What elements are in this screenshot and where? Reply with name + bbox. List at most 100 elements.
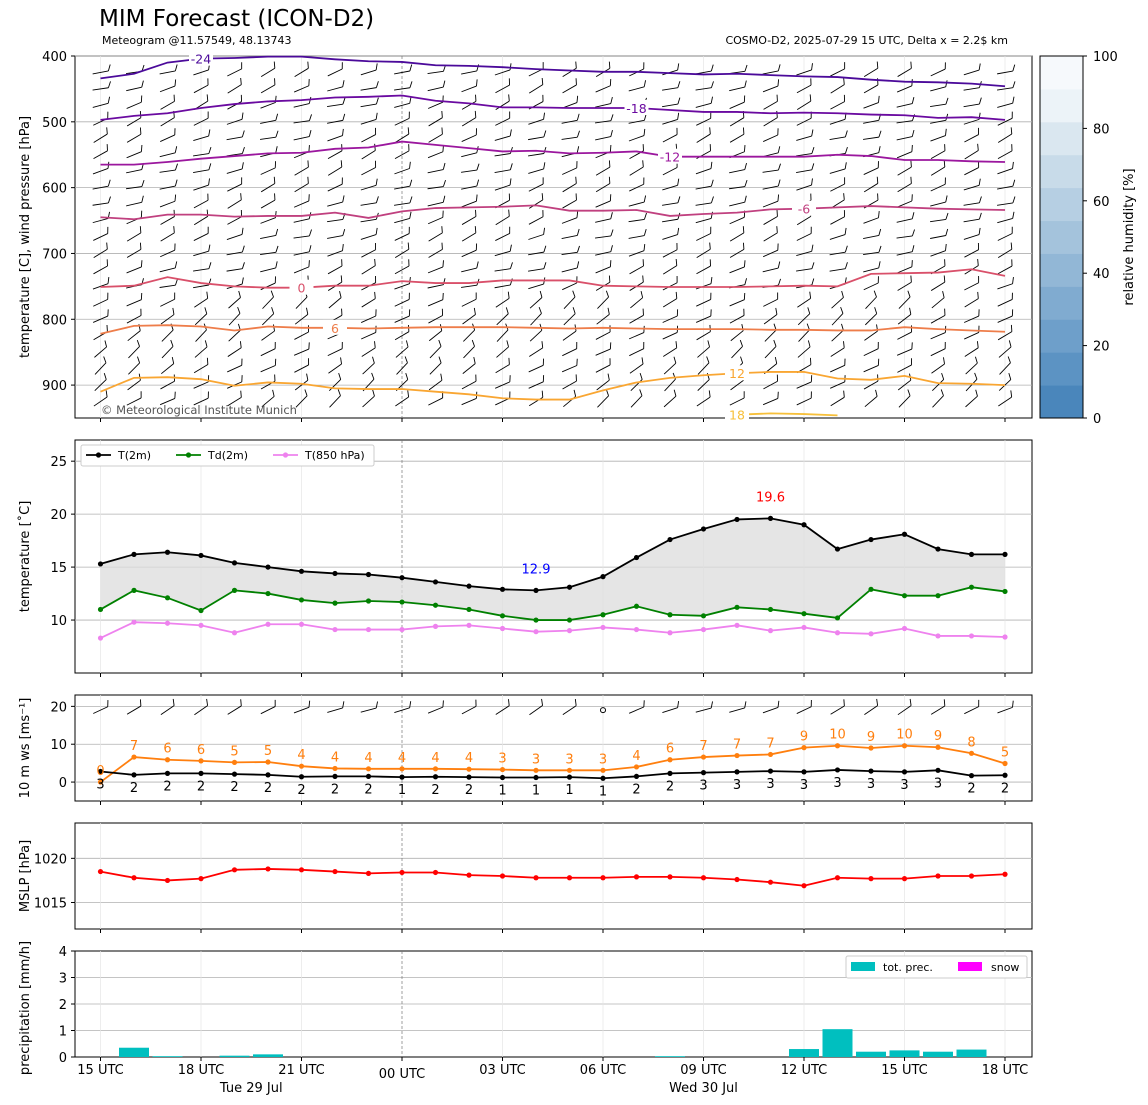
wind-barb: [830, 94, 846, 110]
wind-barb: [194, 340, 208, 358]
wind-barb: [797, 307, 811, 326]
t850-line-point: [935, 633, 941, 639]
wind-barb-feather: [1012, 277, 1014, 284]
wind-barb-shaft: [662, 202, 678, 206]
wind-barb-shaft: [763, 117, 778, 127]
wind-barb: [865, 290, 877, 309]
wind-barb-shaft: [896, 235, 913, 239]
wind-barb-feather: [576, 341, 578, 349]
wind-barb-shaft: [964, 315, 979, 323]
wind-barb: [260, 245, 279, 256]
wind-barb-shaft: [193, 199, 209, 209]
wind-barb: [428, 226, 443, 242]
wind-barb-shaft: [495, 100, 510, 110]
wind-gust-line-point: [499, 766, 506, 773]
wind-barb-feather: [844, 130, 848, 138]
wind-barb-feather: [744, 162, 747, 170]
wind-barb-feather: [409, 96, 412, 104]
wind-barb-feather: [275, 245, 279, 253]
td2m-line-point: [868, 586, 874, 592]
t850-line-point: [767, 628, 774, 634]
wind-barb-shaft: [361, 315, 376, 323]
wind-barb: [997, 211, 1015, 224]
mslp-line-point: [834, 875, 841, 881]
wind-barb-shaft: [494, 381, 511, 389]
wind-barb-shaft: [930, 135, 946, 142]
wind-barb: [863, 211, 880, 224]
wind-barb-shaft: [461, 705, 477, 715]
wind-barb-feather: [375, 63, 378, 71]
wind-barb-shaft: [427, 151, 444, 159]
wind-barb-feather: [106, 259, 108, 267]
wind-barb-feather: [274, 358, 277, 366]
wind-barb-shaft: [863, 251, 879, 256]
wind-barb-feather: [1012, 161, 1014, 169]
wind-barb-shaft: [260, 102, 276, 109]
temperature-legend: T(2m) Td(2m) T(850 hPa): [80, 444, 375, 467]
wind-barb-feather: [978, 699, 980, 707]
wind-barb: [628, 128, 646, 142]
wind-barb-shaft: [494, 69, 511, 76]
wind-barb-shaft: [697, 362, 710, 375]
wind-barb: [662, 243, 678, 258]
td2m-line-point: [566, 617, 573, 623]
wind-barb-feather: [240, 77, 242, 85]
wind-barb-feather: [777, 194, 780, 202]
wind-barb-shaft: [629, 265, 644, 275]
wind-barb-feather: [777, 292, 779, 300]
wind-barb: [226, 227, 244, 240]
wind-barb-feather: [542, 210, 544, 217]
wind-barb-shaft: [662, 332, 678, 340]
wind-speed-label: 2: [1001, 781, 1009, 796]
wind-speed-line-point: [499, 774, 506, 781]
colorbar-segment: [1040, 154, 1083, 189]
wind-barb-feather: [508, 209, 510, 217]
wind-speed-label: 2: [431, 783, 439, 798]
wind-barb-feather: [475, 374, 477, 382]
wind-barb-shaft: [932, 395, 944, 408]
wind-barb-shaft: [226, 136, 243, 141]
wind-barb-shaft: [193, 153, 209, 157]
precipitation-tick-label: 3: [59, 972, 67, 987]
t2m-line-point: [131, 551, 137, 557]
wind-barb-shaft: [830, 101, 845, 110]
wind-barb: [628, 212, 647, 223]
legend-swatch: [958, 962, 982, 971]
wind-barb-shaft: [92, 218, 109, 224]
wind-barb-shaft: [294, 183, 309, 193]
wind-barb-feather: [275, 130, 279, 138]
wind-gust-line-point: [968, 750, 975, 756]
wind-barb: [161, 339, 174, 359]
wind-barb-shaft: [796, 233, 812, 241]
wind-barb-shaft: [763, 134, 778, 142]
wind-barb-shaft: [462, 363, 476, 375]
t850-line: [100, 621, 1006, 639]
wind-barb-shaft: [930, 281, 946, 291]
wind-barb-feather: [1010, 324, 1013, 332]
wind-barb-shaft: [528, 381, 544, 389]
wind-barb-shaft: [595, 266, 611, 274]
wind-barb: [494, 262, 513, 272]
wind-barb-feather: [375, 160, 377, 168]
wind-barb-feather: [107, 96, 111, 104]
wind-barb: [662, 127, 678, 143]
t2m-line-point: [198, 552, 204, 559]
wind-barb-feather: [409, 196, 413, 204]
wind-gust-line-point: [533, 767, 539, 773]
mslp-line-point: [901, 876, 908, 882]
wind-barb-feather: [241, 146, 245, 154]
wind-barb: [92, 179, 111, 190]
wind-barb-feather: [978, 178, 981, 186]
wind-barb-shaft: [998, 396, 1012, 407]
t2m-line-point: [1002, 551, 1008, 557]
wind-barb-shaft: [327, 183, 343, 192]
wind-barb: [160, 94, 175, 110]
wind-barb: [495, 226, 511, 241]
wind-barb-feather: [475, 243, 478, 251]
wind-barb-shaft: [529, 297, 543, 309]
wind-barb-feather: [475, 292, 477, 300]
wind-barb-feather: [1011, 309, 1014, 317]
wind-gust-line: [99, 744, 1006, 783]
wind-barb-shaft: [663, 395, 677, 408]
wind-barb-shaft: [295, 296, 308, 309]
